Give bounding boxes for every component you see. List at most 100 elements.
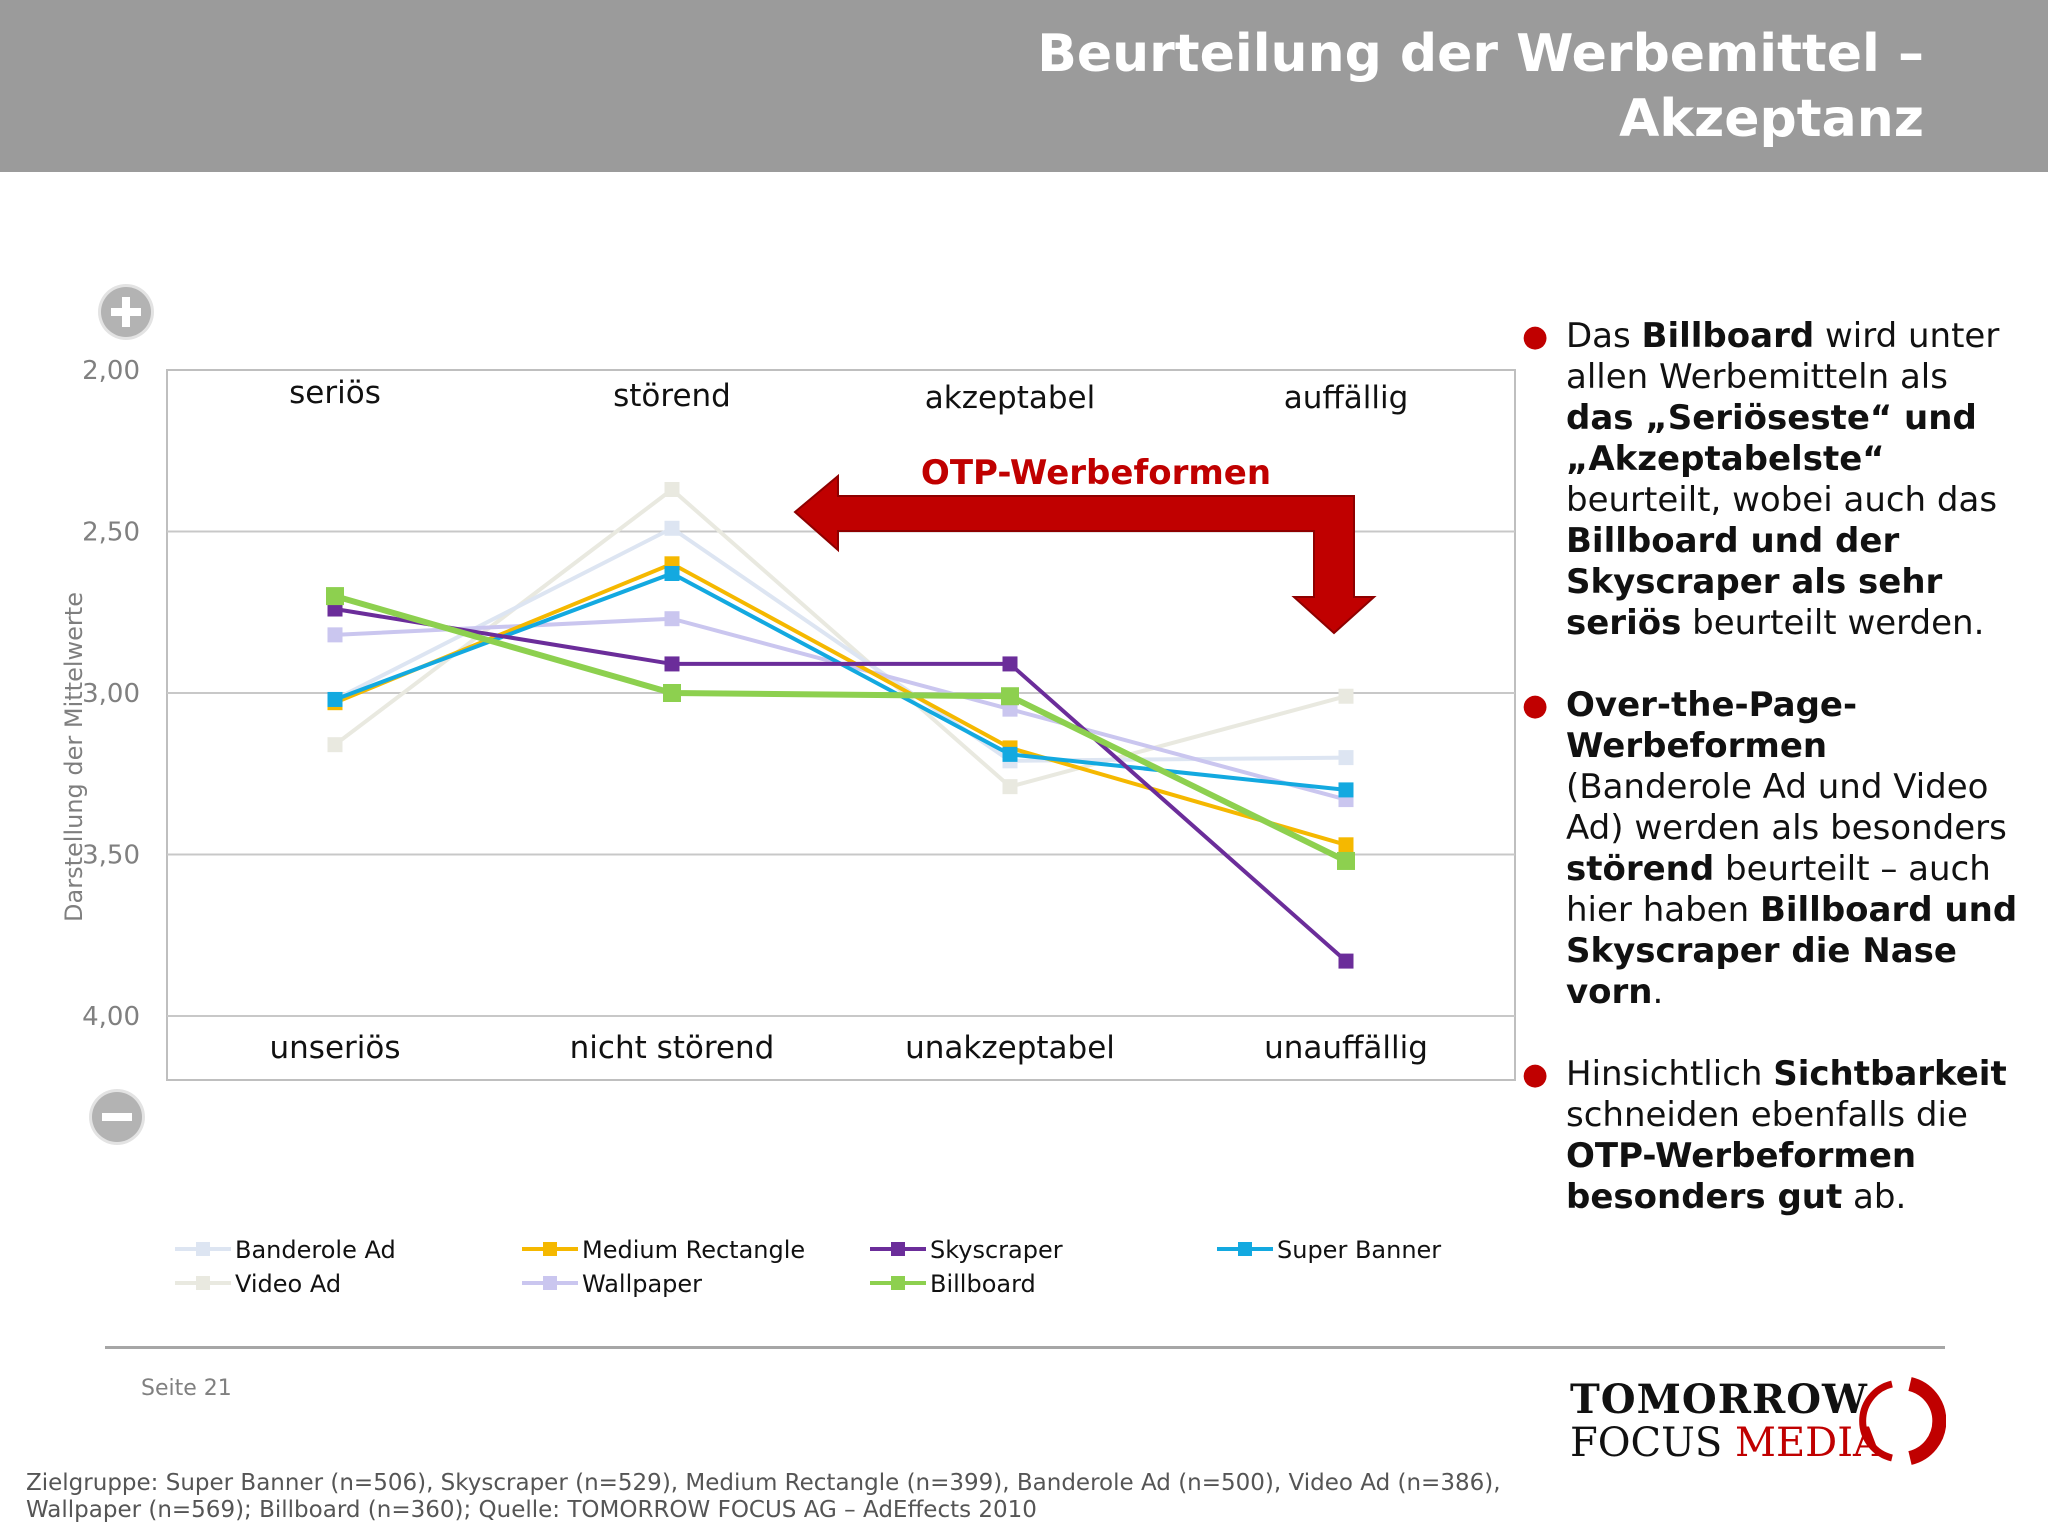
legend-label: Banderole Ad: [235, 1236, 396, 1264]
bullet-text: wird unter allen Werbemitteln als: [1566, 316, 2000, 397]
series-marker: [1338, 953, 1354, 969]
series-line: [334, 525, 1347, 763]
series-line: [334, 607, 1348, 963]
legend-label: Skyscraper: [930, 1236, 1063, 1264]
footnote-line2: Wallpaper (n=569); Billboard (n=360); Qu…: [26, 1497, 1037, 1523]
legend-swatch-marker: [1238, 1242, 1252, 1256]
minus-circle-icon: [89, 1089, 145, 1145]
line-chart: 2,00 2,50 3,00 3,50 4,00 Darstellung der Mitt…: [60, 284, 1516, 1298]
series-marker: [664, 611, 680, 627]
bullet-text-bold: Over-the-Page-Werbeformen: [1566, 685, 1858, 766]
plot-area: [166, 369, 1516, 1081]
legend-swatch-marker: [543, 1242, 557, 1256]
logo-text-line2: FOCUS MEDIA: [1570, 1420, 1882, 1466]
page-title: Beurteilung der Werbemittel – Akzeptanz: [1037, 22, 1924, 152]
series-marker: [1338, 782, 1354, 798]
legend-label: Billboard: [930, 1270, 1036, 1298]
page-title-line1: Beurteilung der Werbemittel –: [1037, 24, 1924, 84]
series-marker: [1002, 701, 1018, 717]
legend-swatch-marker: [891, 1242, 905, 1256]
series-marker: [327, 601, 343, 617]
series-marker: [1337, 851, 1355, 870]
logo-mark-icon: [1859, 1377, 1946, 1465]
series-marker: [327, 627, 343, 643]
category-label-bottom: nicht störend: [570, 1030, 775, 1066]
y-tick-label: 2,00: [82, 356, 140, 386]
bullet-item: ● Hinsichtlich Sichtbarkeit schneiden ebe…: [1522, 1054, 2022, 1218]
series-line: [334, 593, 1348, 864]
bullet-text-bold: Billboard und Skyscraper die Nase vorn: [1566, 890, 2018, 1012]
bullet-text: beurteilt, wobei auch das: [1566, 480, 1998, 520]
series-marker: [1002, 779, 1018, 795]
bullet-list: ● Das Billboard wird unter allen Werbemit…: [1522, 316, 2022, 1259]
logo-text-line1: TOMORROW: [1570, 1376, 1868, 1423]
series-marker: [1338, 837, 1354, 853]
page-number: Seite 21: [141, 1376, 232, 1401]
y-tick-label: 2,50: [82, 518, 140, 548]
series-marker: [1002, 746, 1018, 762]
legend-label: Super Banner: [1277, 1236, 1441, 1264]
legend-swatch-marker: [196, 1242, 210, 1256]
footnote-line1: Zielgruppe: Super Banner (n=506), Skyscr…: [26, 1470, 1501, 1496]
category-label-top: seriös: [289, 375, 381, 411]
y-axis-label: Darstellung der Mittelwerte: [60, 592, 88, 922]
logo-text-media: MEDIA: [1734, 1420, 1882, 1466]
series-marker: [663, 684, 681, 702]
legend-swatch-marker: [891, 1276, 905, 1290]
annotation-label: OTP-Werbeformen: [921, 453, 1271, 493]
bullet-dot-icon: ●: [1522, 688, 1549, 723]
legend-label: Medium Rectangle: [582, 1236, 805, 1264]
series-marker: [664, 482, 680, 498]
bullet-dot-icon: ●: [1522, 1057, 1549, 1092]
logo-text-focus: FOCUS: [1570, 1420, 1723, 1466]
category-label-top: akzeptabel: [925, 380, 1096, 416]
bullet-text: (Banderole Ad und Video Ad) werden als b…: [1566, 767, 2007, 848]
bullet-text-bold: das „Seriöseste“ und „Akzeptabelste“: [1566, 398, 1977, 479]
series-marker: [664, 565, 680, 581]
footnote: Zielgruppe: Super Banner (n=506), Skyscr…: [26, 1470, 1586, 1524]
legend-swatch-marker: [196, 1276, 210, 1290]
y-tick-label: 4,00: [82, 1002, 140, 1032]
y-tick-label: 3,00: [82, 679, 140, 709]
bullet-text-bold: OTP-Werbeformen besonders gut: [1566, 1136, 1917, 1217]
series-marker: [1001, 687, 1019, 706]
footer-divider: [105, 1346, 1945, 1349]
series-line: [333, 486, 1347, 789]
bullet-text: schneiden ebenfalls die: [1566, 1095, 1968, 1135]
category-label-bottom: unseriös: [270, 1030, 401, 1066]
bullet-text-bold: Billboard und der Skyscraper als sehr se…: [1566, 521, 1943, 643]
series-marker: [327, 691, 343, 707]
header-bar: Beurteilung der Werbemittel – Akzeptanz: [0, 0, 2048, 172]
series-marker: [664, 520, 680, 536]
legend-label: Video Ad: [235, 1270, 341, 1298]
bullet-text: ab.: [1842, 1177, 1907, 1217]
series-marker: [664, 656, 680, 672]
category-label-bottom: unakzeptabel: [905, 1030, 1115, 1066]
otp-arrow-icon: [793, 473, 1377, 635]
legend-swatch-marker: [543, 1276, 557, 1290]
plus-circle-icon: [98, 284, 154, 340]
y-tick-label: 3,50: [82, 841, 140, 871]
bullet-item: ● Das Billboard wird unter allen Werbemit…: [1522, 316, 2022, 644]
bullet-text: beurteilt – auch hier haben: [1566, 849, 1991, 930]
bullet-text: beurteilt werden.: [1681, 603, 1985, 643]
bullet-text-bold: störend: [1566, 849, 1715, 889]
page-title-line2: Akzeptanz: [1619, 89, 1924, 149]
series-line: [334, 561, 1347, 847]
series-marker: [326, 587, 344, 606]
bullet-item: ● Over-the-Page-Werbeformen (Banderole Ad…: [1522, 685, 2022, 1013]
bullet-text: .: [1652, 972, 1664, 1012]
bullet-text-bold: Billboard: [1641, 316, 1815, 356]
series-marker: [1002, 656, 1018, 672]
series-marker: [1338, 750, 1354, 766]
company-logo: TOMORROW FOCUS MEDIA: [1566, 1376, 1946, 1476]
bullet-text: Das: [1566, 316, 1642, 356]
bullet-dot-icon: ●: [1522, 319, 1549, 354]
category-label-bottom: unauffällig: [1264, 1030, 1428, 1066]
category-label-top: störend: [613, 378, 731, 414]
category-label-top: auffällig: [1284, 380, 1409, 416]
series-marker: [1338, 688, 1354, 704]
series-marker: [327, 737, 343, 753]
bullet-text: Hinsichtlich: [1566, 1054, 1774, 1094]
bullet-text-bold: Sichtbarkeit: [1773, 1054, 2007, 1094]
